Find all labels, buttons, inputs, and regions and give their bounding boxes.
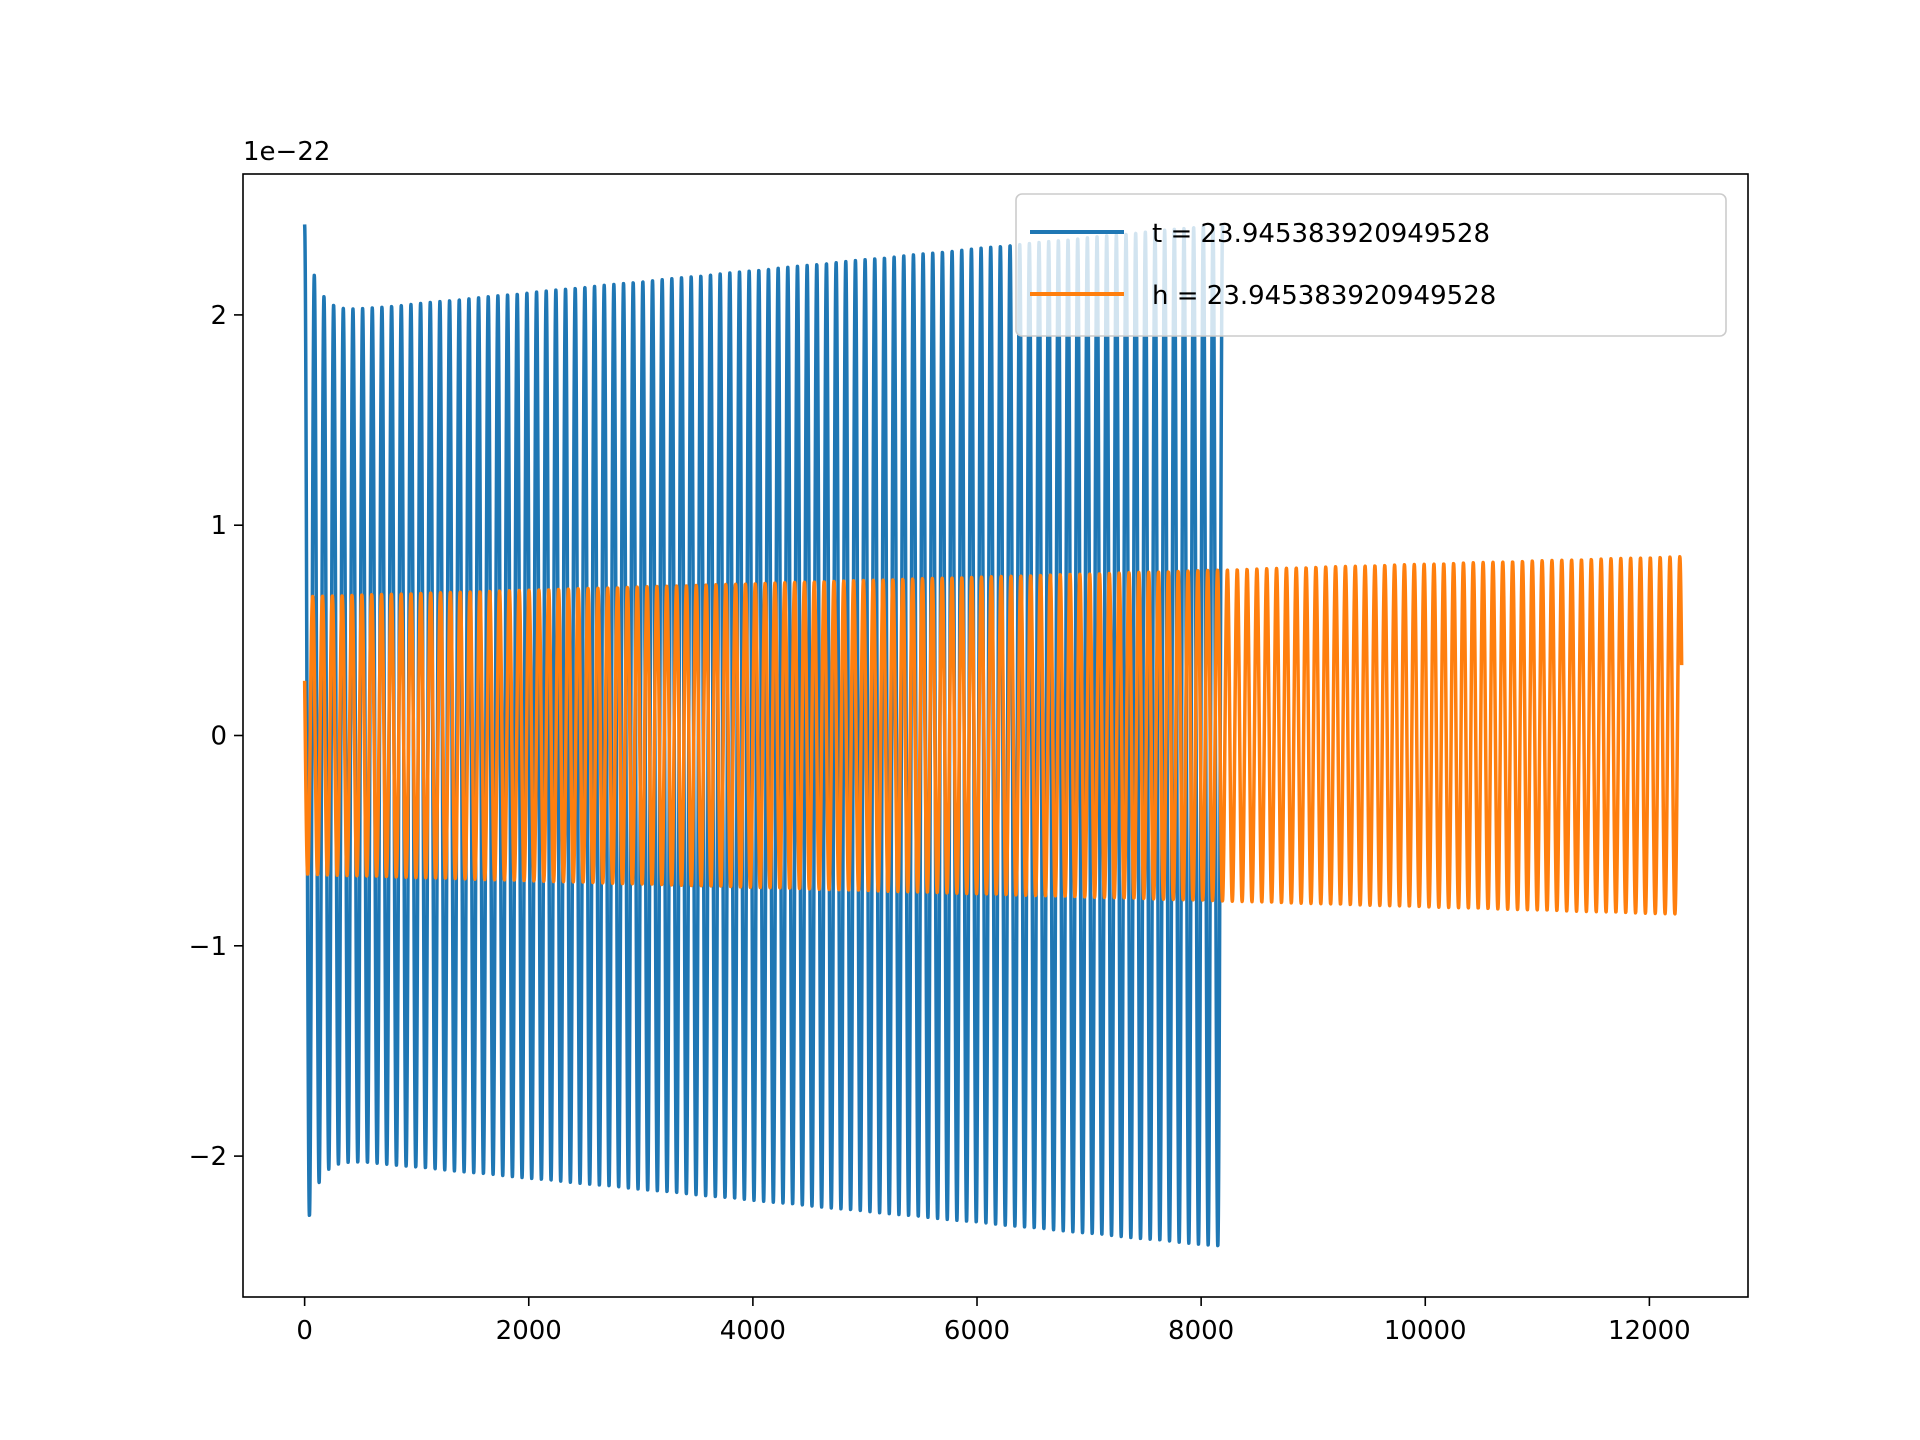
x-tick-label: 8000	[1168, 1316, 1234, 1346]
y-tick-label: −1	[189, 932, 227, 962]
legend-box	[1015, 193, 1727, 337]
x-tick-label: 2000	[496, 1316, 562, 1346]
x-tick-label: 4000	[720, 1316, 786, 1346]
x-axis: 0 2000 4000 6000 8000 10000 12000	[296, 1297, 1691, 1346]
y-tick-label: 1	[210, 511, 227, 541]
x-tick-label: 6000	[944, 1316, 1010, 1346]
y-axis: −2 −1 0 1 2	[189, 301, 243, 1172]
series-t-line	[302, 223, 1225, 1248]
legend-label-t: t = 23.945383920949528	[1152, 219, 1490, 249]
y-tick-label: 2	[210, 301, 227, 331]
x-tick-label: 0	[296, 1316, 313, 1346]
legend-label-h: h = 23.945383920949528	[1152, 281, 1496, 311]
series-h-line	[302, 555, 1684, 916]
y-tick-label: 0	[210, 722, 227, 752]
series-layer	[302, 223, 1684, 1248]
x-tick-label: 12000	[1608, 1316, 1691, 1346]
x-tick-label: 10000	[1384, 1316, 1467, 1346]
y-tick-label: −2	[189, 1142, 227, 1172]
y-offset-label: 1e−22	[243, 137, 330, 167]
legend: t = 23.945383920949528 h = 23.9453839209…	[1015, 193, 1727, 337]
